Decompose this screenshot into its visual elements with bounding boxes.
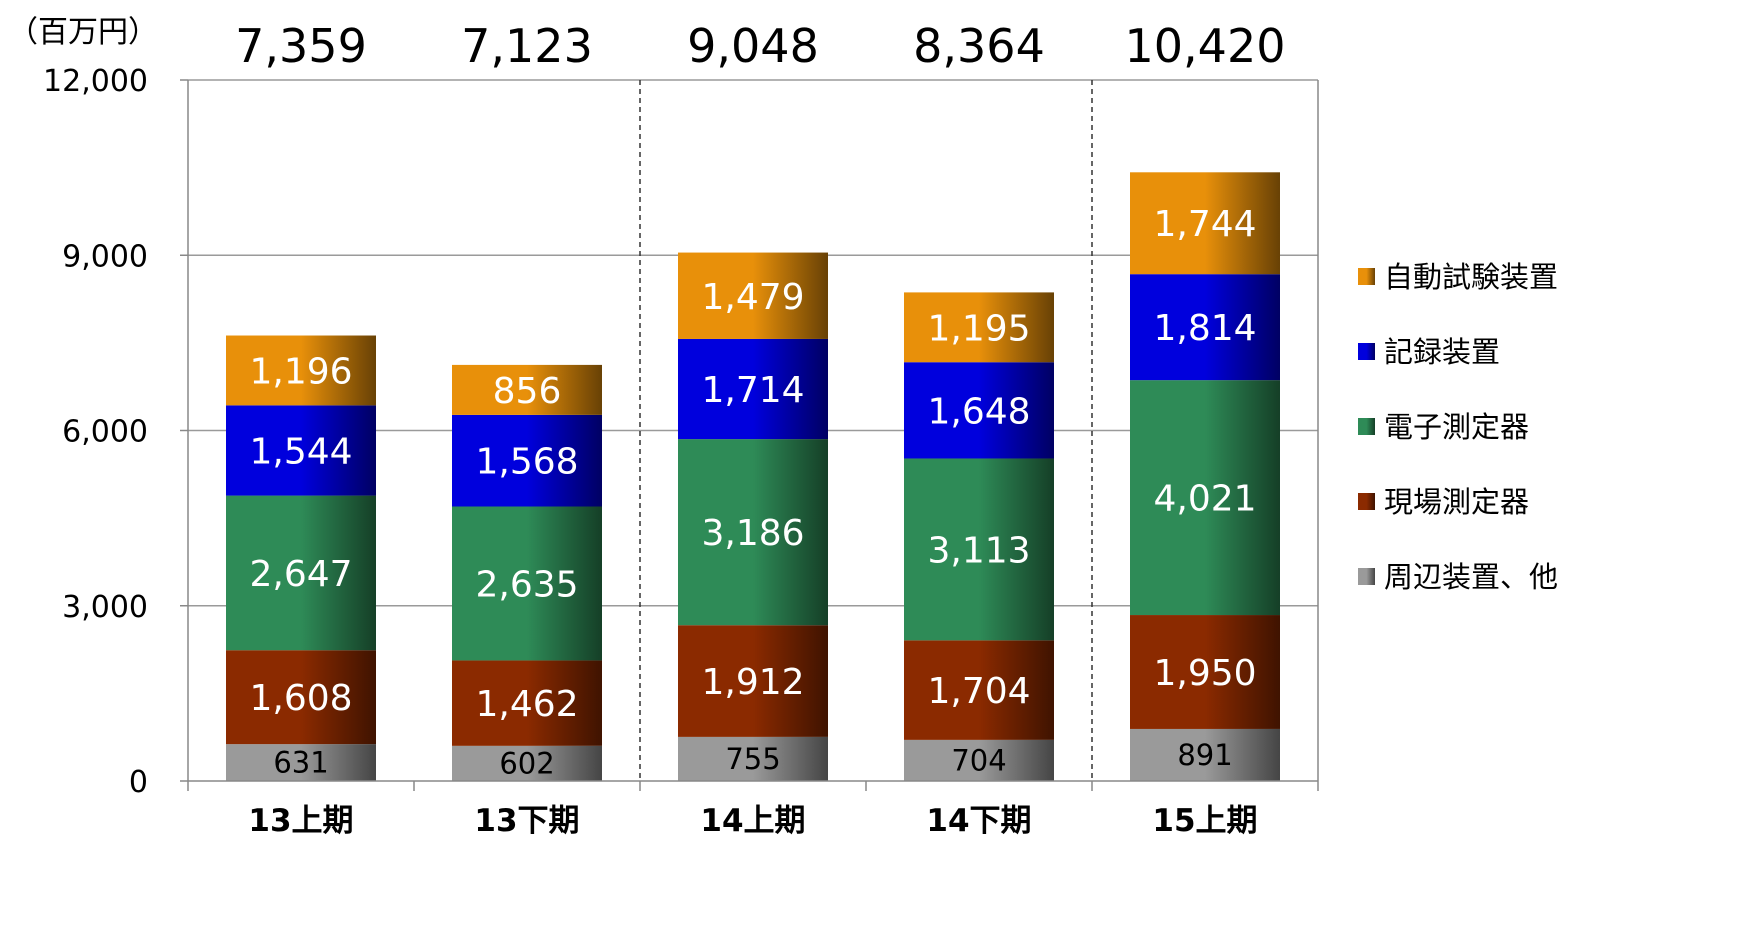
legend-label: 電子測定器 <box>1384 410 1529 444</box>
segment-value-label: 1,568 <box>475 442 578 483</box>
bars-layer <box>226 172 1280 781</box>
bar-segment <box>678 338 828 440</box>
x-tick-label: 13上期 <box>248 803 353 839</box>
y-tick-label: 0 <box>129 765 148 800</box>
segment-value-label: 1,195 <box>927 308 1030 349</box>
bar-segment <box>1130 615 1280 729</box>
segment-value-label: 602 <box>499 746 554 780</box>
bar-segment <box>452 660 602 746</box>
bar-segment <box>904 362 1054 459</box>
bar-segment <box>1130 172 1280 275</box>
y-tick-label: 3,000 <box>62 590 148 625</box>
y-tick-label: 6,000 <box>62 415 148 450</box>
segment-value-label: 1,744 <box>1153 204 1256 245</box>
segment-value-label: 1,814 <box>1153 308 1256 349</box>
legend-label: 現場測定器 <box>1384 485 1529 519</box>
axis-layer: 0 3,000 6,000 9,000 12,000 13上期 13下期 14上期 14下期 15… <box>43 64 1319 839</box>
bar-segment <box>226 495 376 651</box>
segment-value-label: 1,704 <box>927 671 1030 712</box>
segment-value-label: 1,479 <box>701 277 804 318</box>
x-tick-label: 14下期 <box>926 803 1031 839</box>
bar-segment <box>678 736 828 781</box>
segment-value-label: 1,608 <box>249 678 352 719</box>
legend-swatch <box>1358 268 1375 285</box>
bar-total-label: 7,123 <box>461 19 593 73</box>
bar-segment <box>678 625 828 737</box>
segment-value-label: 2,647 <box>249 554 352 595</box>
legend-swatch <box>1358 343 1375 360</box>
segment-value-label: 704 <box>951 743 1006 777</box>
legend-label: 周辺装置、他 <box>1384 560 1558 594</box>
bar-segment <box>904 292 1054 363</box>
bar-total-label: 7,359 <box>235 19 367 73</box>
bar-total-label: 8,364 <box>913 19 1045 73</box>
y-tick-label: 9,000 <box>62 239 148 274</box>
bar-segment <box>452 414 602 507</box>
bar-segment <box>452 506 602 661</box>
segment-value-label: 4,021 <box>1153 479 1256 520</box>
segment-value-label: 1,950 <box>1153 653 1256 694</box>
segment-value-label: 755 <box>725 742 780 776</box>
bar-segment <box>226 650 376 745</box>
segment-value-label: 3,186 <box>701 513 804 554</box>
segment-value-label: 1,714 <box>701 370 804 411</box>
x-tick-label: 15上期 <box>1152 803 1257 839</box>
segment-value-label: 3,113 <box>927 530 1030 571</box>
bar-segment <box>1130 274 1280 381</box>
bar-segment <box>904 640 1054 740</box>
legend-label: 自動試験装置 <box>1384 260 1558 294</box>
bar-segment <box>678 252 828 339</box>
segment-value-label: 1,912 <box>701 662 804 703</box>
segment-value-label: 2,635 <box>475 564 578 605</box>
bar-segment <box>1130 728 1280 781</box>
unit-label: （百万円） <box>8 15 158 50</box>
segment-value-label: 1,648 <box>927 391 1030 432</box>
bar-segment <box>452 745 602 781</box>
bar-segment <box>678 439 828 626</box>
bar-segment <box>1130 380 1280 616</box>
legend-swatch <box>1358 493 1375 510</box>
y-tick-label: 12,000 <box>43 64 148 99</box>
x-tick-label: 14上期 <box>700 803 805 839</box>
bar-total-label: 10,420 <box>1125 19 1286 73</box>
bar-total-label: 9,048 <box>687 19 819 73</box>
legend-swatch <box>1358 418 1375 435</box>
x-tick-label: 13下期 <box>474 803 579 839</box>
labels-layer: 631 1,608 2,647 1,544 1,196 7,359 602 1,462 2,63… <box>235 19 1285 780</box>
bar-segment <box>226 405 376 496</box>
segment-value-label: 1,544 <box>249 431 352 472</box>
segment-value-label: 1,462 <box>475 684 578 725</box>
legend-label: 記録装置 <box>1384 335 1500 369</box>
segment-value-label: 631 <box>273 746 328 780</box>
bar-segment <box>904 458 1054 641</box>
bar-segment <box>904 739 1054 781</box>
bar-segment <box>226 335 376 406</box>
legend-swatch <box>1358 568 1375 585</box>
segment-value-label: 1,196 <box>249 351 352 392</box>
bar-segment <box>452 364 602 415</box>
bar-segment <box>226 744 376 781</box>
segment-value-label: 891 <box>1177 738 1232 772</box>
segment-value-label: 856 <box>493 371 562 412</box>
